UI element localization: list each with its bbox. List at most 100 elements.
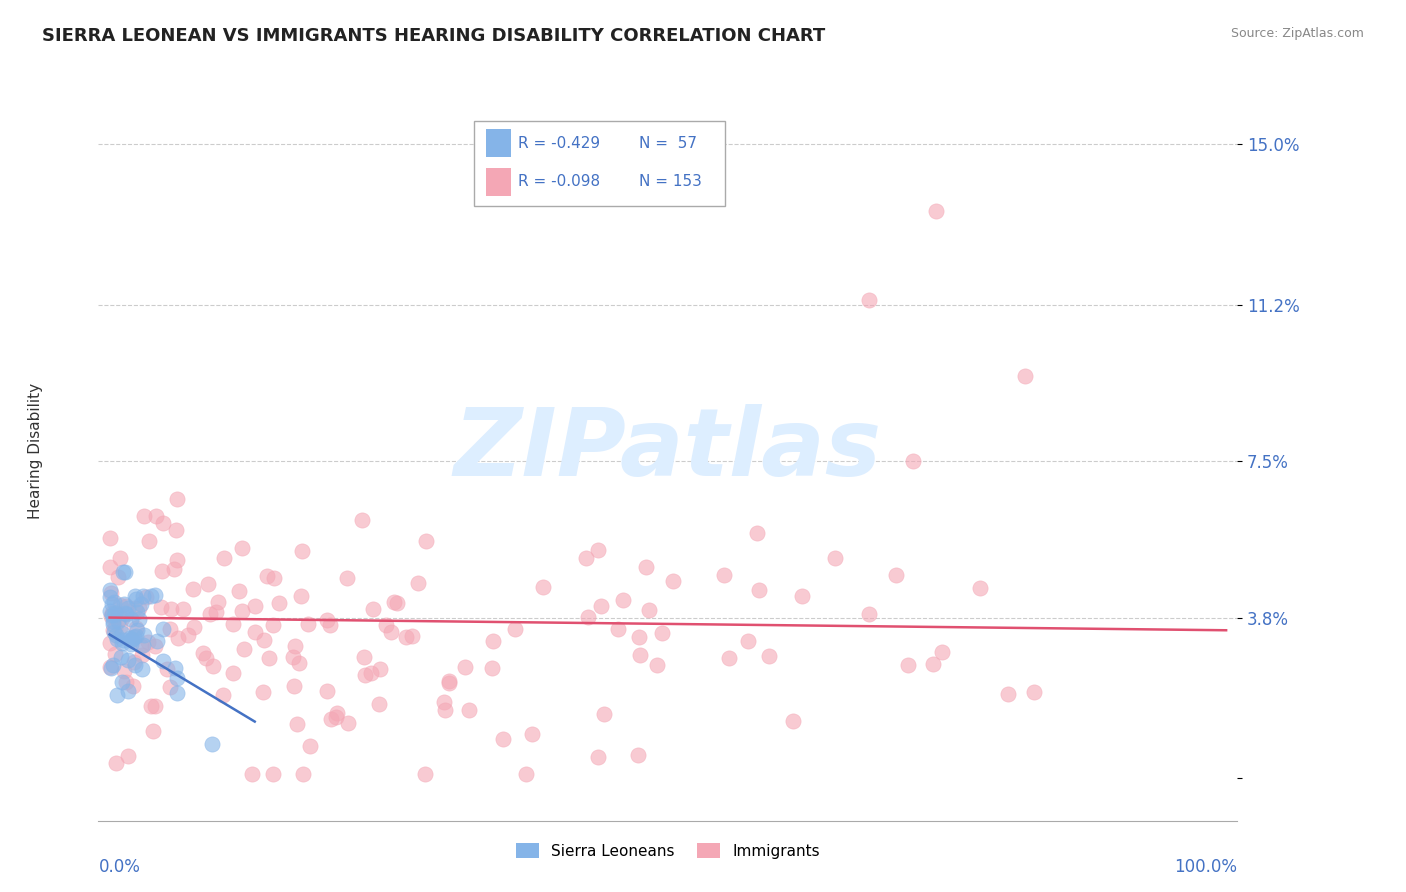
Point	[198, 607, 221, 621]
Point	[201, 737, 224, 751]
Point	[713, 568, 735, 582]
Point	[183, 620, 205, 634]
FancyBboxPatch shape	[485, 168, 510, 195]
Point	[166, 686, 188, 700]
Point	[415, 533, 437, 548]
Point	[128, 600, 150, 615]
Point	[107, 570, 129, 584]
Point	[375, 617, 398, 632]
Point	[316, 613, 339, 627]
Point	[457, 703, 479, 717]
Point	[589, 599, 612, 613]
Point	[100, 609, 122, 624]
Point	[103, 657, 125, 672]
Point	[115, 599, 138, 613]
Point	[593, 706, 616, 721]
Point	[382, 595, 405, 609]
Point	[114, 607, 136, 621]
Point	[231, 603, 253, 617]
Point	[110, 620, 132, 634]
Point	[122, 655, 145, 669]
Point	[110, 649, 132, 664]
Point	[782, 714, 804, 729]
Point	[354, 667, 377, 681]
Point	[297, 617, 319, 632]
Point	[748, 582, 770, 597]
Point	[101, 623, 124, 637]
Text: ZIPatlas: ZIPatlas	[454, 404, 882, 497]
Point	[627, 747, 650, 762]
Point	[98, 583, 121, 598]
Point	[165, 523, 187, 537]
Point	[103, 595, 125, 609]
Point	[252, 685, 274, 699]
Text: 0.0%: 0.0%	[98, 858, 141, 876]
Point	[98, 532, 121, 546]
Point	[290, 589, 312, 603]
Point	[110, 610, 132, 624]
Point	[212, 550, 235, 565]
Point	[101, 608, 124, 623]
Point	[163, 660, 186, 674]
Point	[925, 204, 948, 219]
Point	[922, 657, 945, 671]
Point	[262, 767, 284, 781]
Point	[114, 566, 136, 580]
Point	[737, 634, 759, 648]
Point	[115, 607, 138, 621]
Point	[262, 618, 284, 632]
Point	[120, 612, 142, 626]
Point	[121, 632, 143, 646]
Point	[150, 564, 173, 578]
Point	[112, 633, 135, 648]
Point	[103, 614, 125, 628]
Point	[1022, 685, 1045, 699]
Point	[360, 665, 382, 680]
Point	[105, 632, 128, 647]
Point	[166, 631, 188, 645]
Point	[150, 599, 173, 614]
Point	[454, 660, 477, 674]
Text: Hearing Disability: Hearing Disability	[28, 383, 44, 518]
Point	[627, 630, 650, 644]
Point	[207, 595, 229, 609]
Point	[127, 605, 149, 619]
Point	[98, 604, 121, 618]
Point	[145, 639, 167, 653]
Point	[325, 710, 347, 724]
Text: 100.0%: 100.0%	[1174, 858, 1237, 876]
Point	[145, 634, 167, 648]
Point	[156, 662, 179, 676]
Point	[267, 596, 290, 610]
Point	[115, 675, 138, 690]
Point	[98, 660, 121, 674]
Point	[98, 590, 121, 604]
Point	[117, 653, 139, 667]
Point	[997, 687, 1019, 701]
Point	[132, 639, 155, 653]
Text: Source: ZipAtlas.com: Source: ZipAtlas.com	[1230, 27, 1364, 40]
Point	[575, 550, 598, 565]
Point	[824, 551, 846, 566]
Point	[288, 657, 311, 671]
Point	[139, 699, 162, 714]
Point	[638, 603, 661, 617]
Point	[897, 658, 920, 673]
Point	[117, 684, 139, 698]
Point	[634, 559, 657, 574]
Point	[628, 648, 651, 662]
Point	[163, 562, 186, 576]
Point	[103, 607, 125, 621]
Point	[177, 628, 200, 642]
Point	[111, 636, 134, 650]
Point	[107, 607, 129, 621]
Point	[315, 683, 337, 698]
Point	[969, 581, 991, 595]
Text: N =  57: N = 57	[640, 136, 697, 151]
Point	[100, 660, 122, 674]
Point	[104, 628, 127, 642]
Point	[181, 582, 204, 596]
Point	[110, 598, 132, 612]
Point	[515, 767, 537, 781]
Point	[492, 731, 515, 746]
